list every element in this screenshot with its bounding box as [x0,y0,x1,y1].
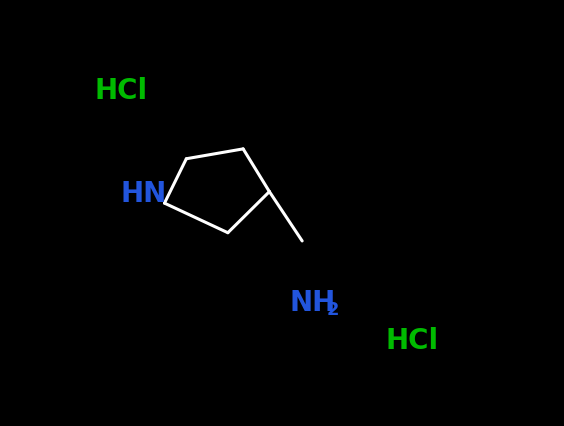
Text: 2: 2 [327,300,340,318]
Text: HCl: HCl [385,326,438,354]
Text: NH: NH [289,288,336,316]
Text: HN: HN [121,180,167,208]
Text: HCl: HCl [95,77,148,104]
